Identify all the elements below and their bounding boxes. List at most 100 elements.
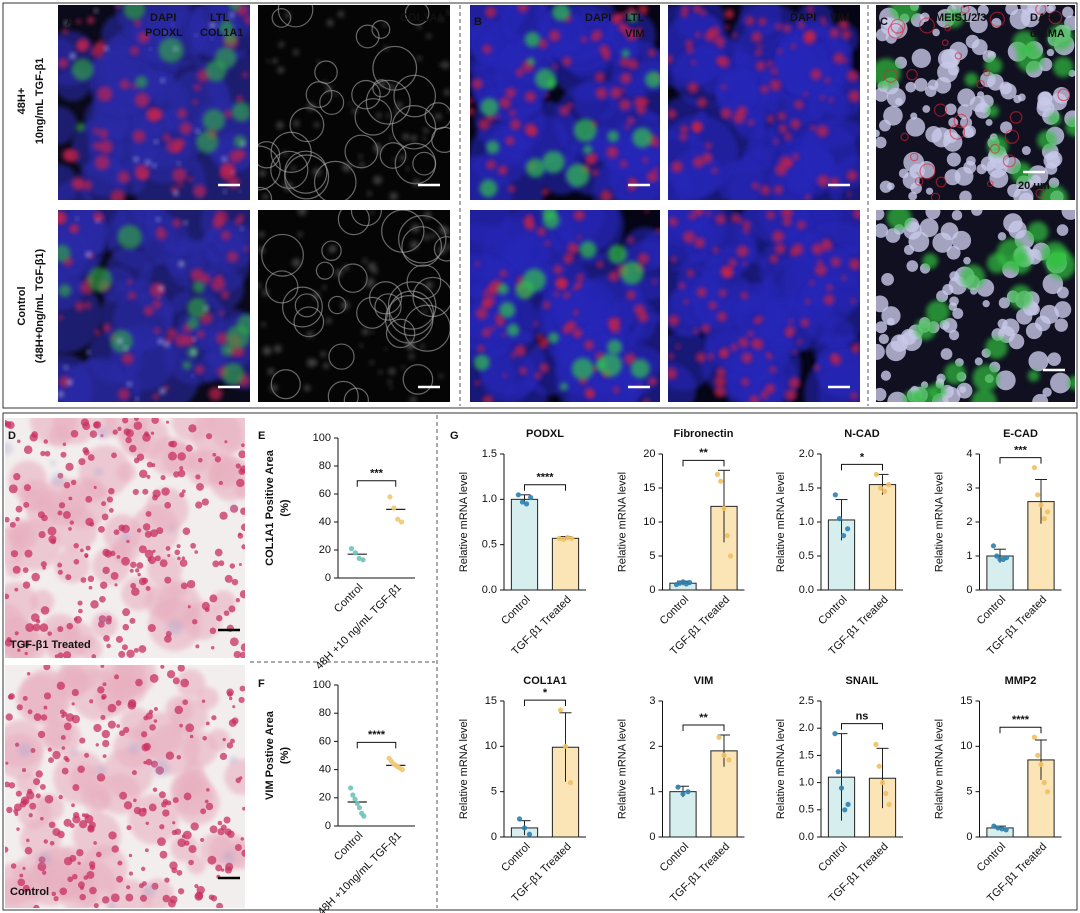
stain [473,354,490,371]
stain [79,737,86,744]
stain [486,140,500,154]
stain [678,282,686,290]
stain [223,610,230,616]
stain [911,48,932,68]
stain [179,559,188,567]
stain [118,650,126,658]
stain [63,722,72,731]
stain [107,720,116,729]
data-point [716,734,722,740]
stain [159,388,166,395]
y-axis-label: (%) [279,499,291,516]
stain [486,284,499,296]
stain [26,838,30,843]
stain [495,114,500,119]
stain [79,893,86,901]
stain [10,863,17,869]
stain [123,801,133,810]
stain [426,33,432,39]
stain [1047,24,1074,51]
stain [359,343,364,348]
stain [185,723,195,733]
stain [982,300,990,308]
stain [374,143,379,148]
stain [618,22,628,32]
stain [22,640,30,648]
y-tick-label: 20 [643,448,655,460]
stain [258,246,265,254]
stain [622,12,628,18]
stain [876,223,889,238]
stain [619,99,631,111]
stain [853,210,860,219]
stain [557,279,567,289]
stain [322,80,327,85]
stain [86,350,90,354]
stain [160,665,165,669]
stain [970,287,978,295]
stain [65,574,72,581]
stain [209,627,217,635]
data-point [726,757,732,763]
stain [800,318,810,328]
stain [351,108,358,114]
stain [389,136,393,140]
stain [610,87,622,99]
stain [410,134,418,142]
stain [240,837,245,841]
x-tick-label: Control [816,841,850,875]
stain [573,78,617,122]
stain [936,290,949,303]
stain [985,118,993,126]
stain [805,194,811,200]
stain [510,119,521,130]
stain [695,352,706,363]
data-point [350,792,356,798]
stain [797,220,806,230]
stain [127,381,132,387]
stain [769,79,782,91]
stain [117,224,142,250]
stain [422,309,427,314]
stain-label: COL1A1 [400,12,443,24]
stain [23,445,33,455]
data-point [560,536,567,542]
stain [93,723,102,733]
stain [218,560,225,567]
stain [342,162,352,172]
stain [30,613,40,622]
stain [147,557,152,562]
stain [881,306,901,326]
stain [241,544,245,550]
stain [671,161,683,173]
stain [742,261,747,266]
stain [535,68,556,90]
stain [33,778,41,786]
stain [139,469,148,479]
data-point [881,488,888,494]
stain [229,563,236,569]
chart-title: COL1A1 [523,675,566,687]
stain [946,152,961,167]
stain [388,84,395,91]
stain [918,17,935,34]
stain [808,85,849,126]
y-tick-label: 15 [643,482,655,494]
stain [48,821,56,829]
stain [594,72,605,83]
stain [93,127,100,134]
stain [177,665,185,672]
stain [607,339,622,355]
stain [66,379,73,385]
stain [258,186,273,200]
stain [108,508,114,513]
stain [123,346,128,351]
stain [701,152,713,164]
stain [183,220,188,225]
stain [434,112,442,120]
stain [944,24,952,32]
stain [828,97,834,103]
stain [757,44,763,49]
stain [826,284,833,291]
data-point [361,813,367,819]
